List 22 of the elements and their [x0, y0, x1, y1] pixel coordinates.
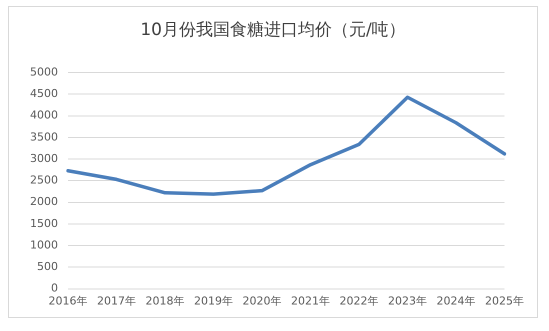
y-tick-label: 4500	[30, 87, 58, 100]
y-tick-label: 2000	[30, 195, 58, 208]
x-tick-label: 2025年	[485, 294, 524, 308]
y-tick-label: 500	[36, 260, 58, 274]
y-tick-label: 3500	[30, 130, 58, 144]
x-tick-label: 2020年	[242, 294, 282, 308]
y-tick-label: 1500	[30, 216, 58, 230]
y-tick-label: 0	[50, 282, 58, 295]
x-tick-label: 2024年	[436, 294, 476, 308]
y-tick-label: 2500	[30, 174, 58, 187]
x-tick-label: 2019年	[194, 294, 233, 308]
x-tick-label: 2018年	[145, 294, 184, 308]
y-tick-label: 5000	[30, 65, 58, 78]
x-tick-label: 2017年	[96, 294, 136, 308]
chart-title: 10月份我国食糖进口均价（元/吨）	[139, 19, 407, 41]
y-tick-label: 1000	[30, 238, 58, 252]
y-tick-label: 4000	[30, 108, 58, 122]
y-tick-label: 3000	[30, 152, 58, 165]
x-tick-label: 2016年	[48, 294, 88, 308]
x-tick-label: 2023年	[388, 294, 427, 308]
x-tick-label: 2021年	[291, 294, 330, 308]
x-tick-label: 2022年	[340, 294, 378, 308]
